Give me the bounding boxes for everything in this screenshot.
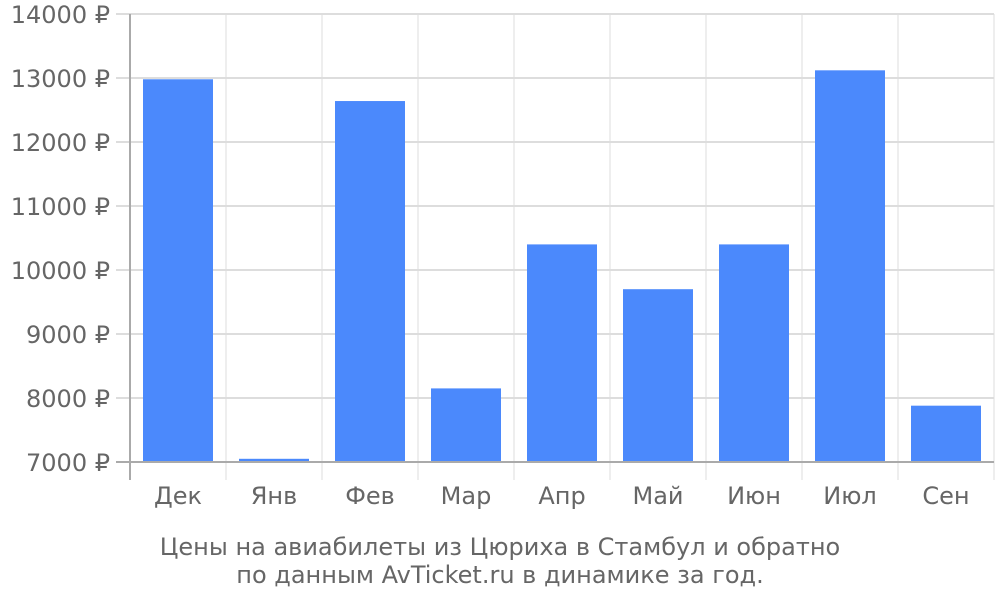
bar-Июн [719,244,789,462]
bar-Июл [815,70,885,462]
gridlines [116,13,995,480]
x-tick-label: Июл [823,482,877,510]
axes [116,14,994,480]
x-tick-label: Апр [538,482,585,510]
y-tick-label: 8000 ₽ [26,385,110,413]
y-tick-label: 12000 ₽ [11,129,110,157]
y-tick-label: 11000 ₽ [11,193,110,221]
bar-Май [623,289,693,462]
y-tick-label: 10000 ₽ [11,257,110,285]
x-tick-label: Сен [922,482,969,510]
x-tick-label: Фев [345,482,395,510]
bar-Мар [431,388,501,462]
x-tick-label: Дек [154,482,202,510]
chart-caption-line-1: Цены на авиабилеты из Цюриха в Стамбул и… [159,533,841,561]
bar-Сен [911,405,981,462]
bar-Дек [143,79,213,462]
y-tick-label: 7000 ₽ [26,449,110,477]
x-tick-label: Мар [441,482,492,510]
chart-caption-line-2: по данным AvTicket.ru в динамике за год. [236,561,764,589]
y-tick-label: 14000 ₽ [11,1,110,29]
bar-Янв [239,458,309,462]
bar-Апр [527,244,597,462]
x-tick-label: Июн [727,482,781,510]
bars [143,70,981,462]
bar-Фев [335,101,405,462]
x-tick-labels: Дек Янв Фев Мар Апр Май Июн Июл Сен [154,482,970,510]
y-tick-label: 9000 ₽ [26,321,110,349]
y-tick-label: 13000 ₽ [11,65,110,93]
x-tick-label: Май [632,482,683,510]
y-tick-labels: 7000 ₽ 8000 ₽ 9000 ₽ 10000 ₽ 11000 ₽ 12000 ₽ 1… [11,1,110,477]
x-tick-label: Янв [251,482,298,510]
